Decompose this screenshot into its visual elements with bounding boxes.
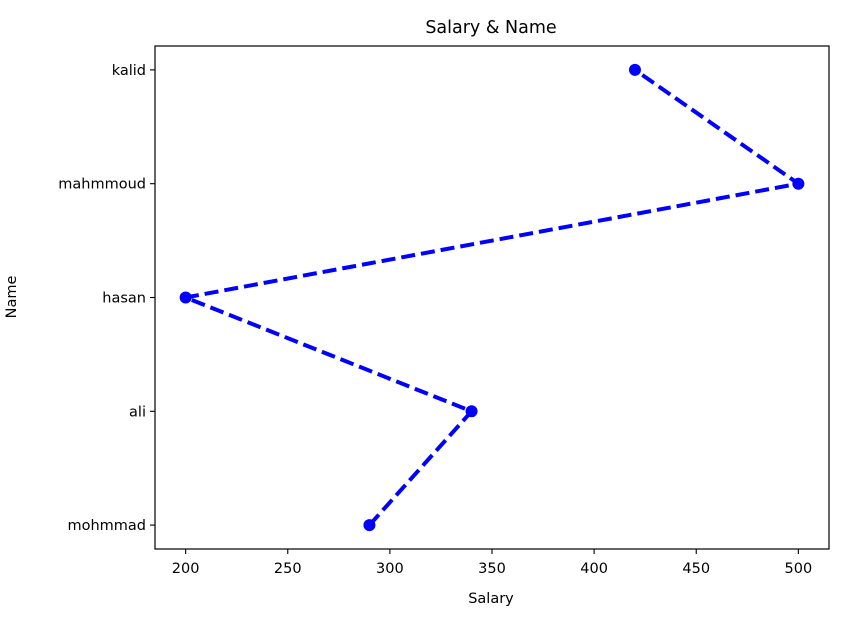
chart-title: Salary & Name [425,18,556,38]
y-tick-label-ali: ali [129,404,146,420]
y-tick-label-hasan: hasan [102,291,146,307]
data-point-kalid [628,63,641,76]
x-axis: 200 250 300 350 400 450 500 [172,549,812,577]
y-axis-label: Name [4,276,20,319]
x-tick-label: 250 [274,561,302,577]
series-line-0 [183,68,801,527]
y-tick-label-mohmmad: mohmmad [67,518,146,534]
x-tick-label: 200 [172,561,200,577]
series-layer [179,63,805,532]
data-point-ali [465,405,478,418]
x-tick-label: 450 [682,561,710,577]
plot-area-frame [154,45,830,550]
data-point-mohmmad [363,519,376,532]
y-axis: mohmmad ali hasan mahmmoud kalid [58,63,155,534]
x-tick-label: 500 [785,561,813,577]
x-tick-label: 350 [478,561,506,577]
y-tick-label-kalid: kalid [112,63,146,79]
data-point-hasan [179,291,192,304]
x-tick-label: 400 [580,561,608,577]
y-tick-label-mahmmoud: mahmmoud [58,177,146,193]
data-point-mahmmoud [792,177,805,190]
x-axis-label: Salary [468,591,514,607]
x-tick-label: 300 [376,561,404,577]
